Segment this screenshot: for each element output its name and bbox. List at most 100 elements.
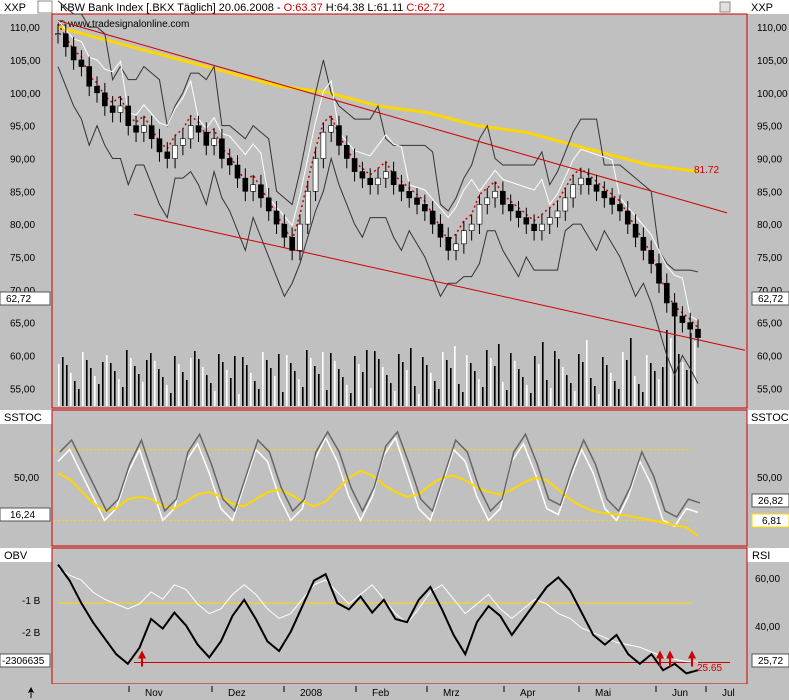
price-series [55, 0, 746, 384]
scroll-up-icon [27, 686, 35, 698]
candle-body-65 [562, 197, 569, 212]
volume-bar-116 [522, 377, 524, 406]
price-y-tick-left-8: 70,00 [10, 286, 35, 297]
volume-bar-107 [486, 350, 488, 406]
volume-bar-31 [182, 372, 184, 406]
x-axis-ticks: Nov Dez 2008 Feb Mrz Apr Mai Jun Jul [27, 686, 735, 699]
candle-body-48 [429, 210, 436, 225]
volume-bar-105 [478, 379, 480, 406]
volume-bar-144 [634, 376, 636, 406]
volume-bar-0 [58, 364, 60, 406]
volume-bar-78 [370, 388, 372, 406]
volume-bar-155 [678, 354, 680, 406]
volume-bar-99 [454, 346, 456, 406]
panel-close-icon[interactable] [719, 1, 731, 13]
volume-bar-104 [474, 371, 476, 406]
volume-bar-130 [578, 354, 580, 406]
volume-bar-7 [86, 360, 88, 406]
volume-bar-92 [426, 365, 428, 406]
price-y-tick-left-9: 65,00 [10, 319, 35, 330]
price-y-tick-left-0: 110,00 [10, 23, 40, 34]
x-tick-6: Mai [595, 688, 611, 699]
price-y-tick-right-8: 70,00 [757, 286, 782, 297]
last-value-left-box [0, 291, 51, 306]
volume-bar-50 [258, 389, 260, 406]
candle-body-26 [258, 184, 264, 199]
volume-bar-62 [306, 350, 308, 406]
volume-bar-93 [430, 373, 432, 406]
channel-lower-line [133, 213, 746, 351]
candle-body-77 [656, 263, 662, 284]
x-tick-3: Feb [372, 688, 390, 699]
volume-bar-10 [98, 384, 100, 406]
rsi-tick-60: 60,00 [755, 574, 780, 585]
volume-bar-133 [590, 378, 592, 406]
panel-menu-icon[interactable] [37, 0, 53, 14]
volume-bar-29 [174, 356, 176, 406]
candle-body-41 [375, 177, 381, 186]
price-y-tick-right-6: 80,00 [757, 220, 782, 231]
volume-bar-152 [666, 330, 668, 406]
header-symbol: KBW Bank Index [.BKX Täglich] 20.06.2008… [60, 2, 445, 14]
volume-bar-5 [78, 389, 80, 406]
volume-bar-122 [546, 380, 548, 406]
candle-body-79 [671, 302, 678, 317]
obv-series [57, 564, 730, 675]
volume-bar-57 [286, 355, 288, 406]
obv-right-label: RSI [752, 550, 770, 562]
rsi-right-value-box [751, 653, 789, 668]
price-y-tick-right-10: 60,00 [757, 351, 782, 362]
candle-body-54 [476, 204, 483, 225]
candle-body-69 [593, 184, 600, 192]
price-y-tick-right-4: 90,00 [757, 154, 782, 165]
candle-body-71 [609, 197, 615, 205]
price-y-tick-left-6: 80,00 [10, 220, 35, 231]
volume-bar-147 [646, 355, 648, 406]
volume-bar-114 [514, 361, 516, 406]
stoch-tick-50-right: 50,00 [757, 473, 782, 484]
volume-bar-24 [154, 361, 156, 406]
volume-bar-97 [446, 360, 448, 406]
candle-body-8 [117, 105, 124, 113]
volume-bar-75 [358, 364, 360, 406]
volume-bar-52 [266, 360, 268, 406]
volume-bar-59 [294, 371, 296, 406]
candle-body-63 [546, 217, 553, 225]
candle-body-4 [86, 66, 93, 87]
candle-body-67 [578, 177, 584, 186]
candle-body-82 [695, 328, 701, 338]
candle-body-57 [500, 191, 506, 205]
candle-body-32 [304, 191, 311, 225]
volume-bar-83 [390, 383, 392, 406]
candle-body-75 [640, 236, 647, 251]
volume-bar-48 [250, 373, 252, 406]
candle-body-49 [437, 223, 444, 238]
candle-body-30 [289, 236, 295, 251]
volume-bar-82 [386, 375, 388, 406]
price-y-tick-left-7: 75,00 [10, 253, 35, 264]
price-y-axis-left: 110,00 105,00 100,00 95,00 90,00 85,00 80,00 75… [10, 23, 41, 395]
volume-bar-120 [538, 364, 540, 406]
stoch-right-value-1-box [751, 493, 789, 508]
volume-bar-159 [694, 341, 696, 406]
volume-bar-76 [362, 372, 364, 406]
volume-bar-96 [442, 352, 444, 406]
stoch-right-label: SSTOC [751, 412, 789, 424]
stoch-right-value-2: 6,81 [762, 516, 782, 527]
x-tick-5: Apr [520, 688, 536, 699]
stoch-left-value-box [0, 507, 51, 522]
stoch-series-line-1 [57, 469, 699, 537]
volume-bar-128 [570, 383, 572, 406]
candle-body-14 [164, 151, 171, 159]
volume-bar-74 [354, 356, 356, 406]
volume-bar-94 [434, 381, 436, 406]
volume-bar-90 [418, 394, 420, 406]
candle-body-9 [125, 105, 132, 126]
price-y-tick-left-2: 100,00 [10, 89, 41, 100]
volume-bar-95 [438, 389, 440, 406]
volume-bar-112 [506, 390, 508, 406]
volume-bar-148 [650, 363, 652, 406]
price-y-tick-right-1: 105,00 [757, 56, 788, 67]
candle-body-12 [148, 125, 155, 140]
volume-bar-56 [282, 392, 284, 406]
